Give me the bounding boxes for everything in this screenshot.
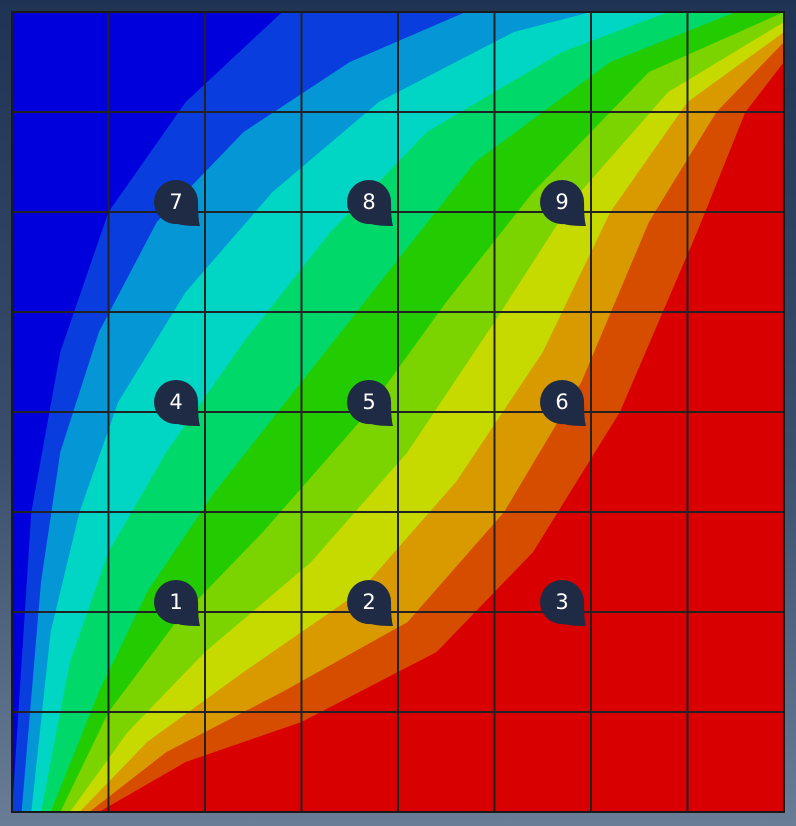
marker-label: 7 [169,190,182,214]
marker-1[interactable]: 1 [154,580,201,626]
marker-bubble [347,380,394,426]
marker-label: 3 [555,590,568,614]
marker-9[interactable]: 9 [540,180,587,226]
marker-7[interactable]: 7 [154,180,201,226]
marker-bubble [540,380,587,426]
plot-frame [11,11,785,813]
marker-label: 9 [555,190,568,214]
marker-bubble [347,180,394,226]
grid [12,12,784,812]
marker-label: 6 [555,390,568,414]
marker-bubble [540,180,587,226]
marker-bubble [154,580,201,626]
marker-8[interactable]: 8 [347,180,394,226]
marker-4[interactable]: 4 [154,380,201,426]
marker-5[interactable]: 5 [347,380,394,426]
marker-3[interactable]: 3 [540,580,587,626]
marker-bubble [154,180,201,226]
markers: 1 2 3 4 5 6 7 8 9 [154,180,587,626]
marker-bubble [540,580,587,626]
marker-label: 8 [362,190,375,214]
marker-2[interactable]: 2 [347,580,394,626]
marker-label: 2 [362,590,375,614]
marker-bubble [154,380,201,426]
marker-6[interactable]: 6 [540,380,587,426]
marker-bubble [347,580,394,626]
marker-label: 5 [362,390,375,414]
marker-label: 1 [169,590,182,614]
marker-label: 4 [169,390,182,414]
